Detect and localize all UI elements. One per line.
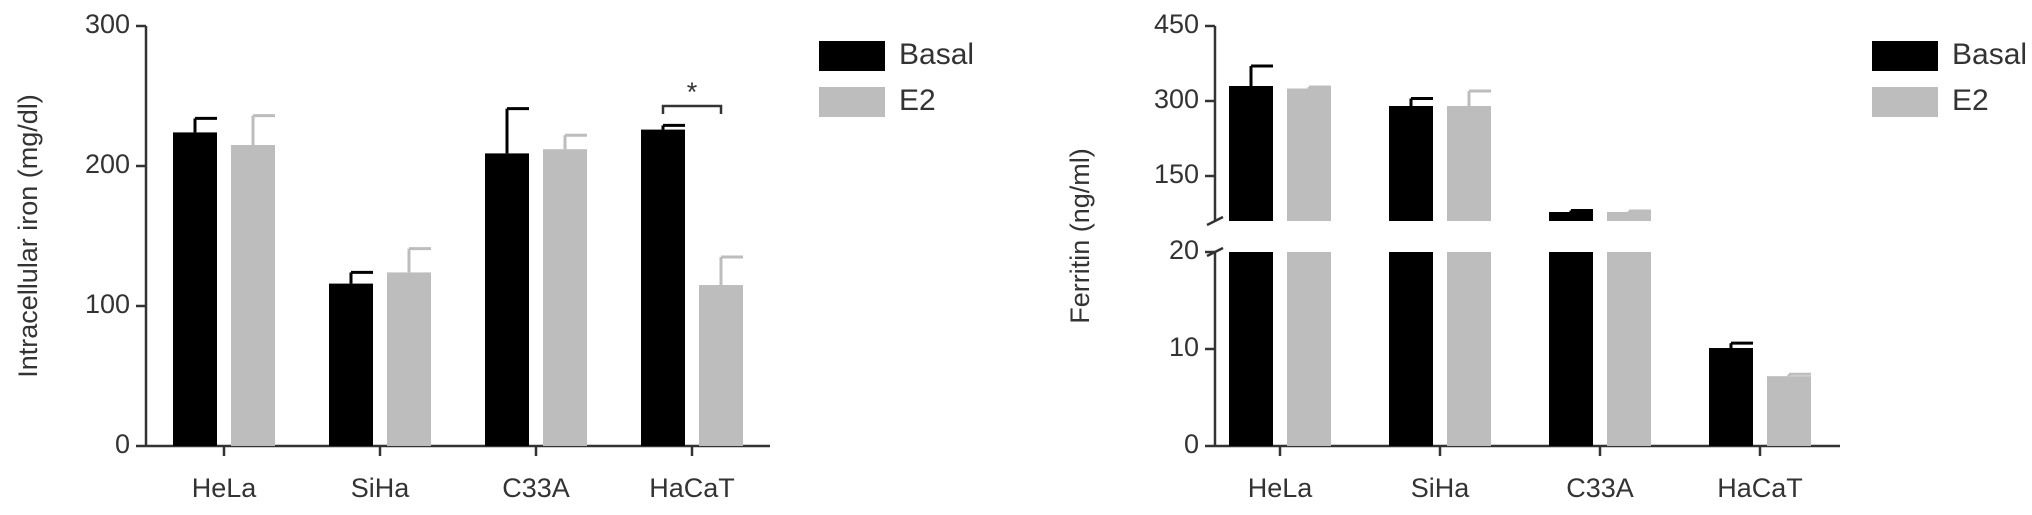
bar xyxy=(1607,212,1651,221)
y-tick-label: 450 xyxy=(1154,9,1199,39)
bar xyxy=(1229,252,1273,446)
bar xyxy=(1767,376,1811,446)
bar xyxy=(641,129,685,446)
bar xyxy=(1549,212,1593,221)
legend-swatch xyxy=(819,87,885,117)
bar xyxy=(329,283,373,446)
bar xyxy=(1389,106,1433,221)
bar xyxy=(1447,252,1491,446)
x-tick-label: C33A xyxy=(1566,473,1634,503)
bar xyxy=(231,145,275,446)
bar xyxy=(1287,88,1331,221)
bar xyxy=(1287,252,1331,446)
axis-break xyxy=(1206,215,1224,227)
legend-label: E2 xyxy=(899,84,936,117)
y-tick-label: 300 xyxy=(1154,84,1199,114)
y-tick-label: 200 xyxy=(85,149,130,179)
y-tick-label: 300 xyxy=(85,9,130,39)
y-axis-label: Ferritin (ng/ml) xyxy=(1065,148,1095,324)
legend-label: Basal xyxy=(899,38,974,71)
x-tick-label: HaCaT xyxy=(649,473,735,503)
x-tick-label: C33A xyxy=(502,473,570,503)
x-tick-label: HeLa xyxy=(1248,473,1314,503)
bar xyxy=(173,132,217,446)
bar xyxy=(1607,252,1651,446)
legend-swatch xyxy=(1872,87,1938,117)
y-tick-label: 10 xyxy=(1169,332,1199,362)
y-axis-label: Intracellular iron (mg/dl) xyxy=(13,94,43,378)
bar xyxy=(1389,252,1433,446)
legend-swatch xyxy=(819,41,885,71)
legend-swatch xyxy=(1872,41,1938,71)
bar xyxy=(1229,86,1273,221)
bar xyxy=(387,272,431,446)
legend-label: Basal xyxy=(1952,38,2027,71)
significance-bracket xyxy=(661,104,723,114)
y-tick-label: 0 xyxy=(115,429,130,459)
x-tick-label: SiHa xyxy=(351,473,411,503)
bar xyxy=(1447,106,1491,221)
y-tick-label: 100 xyxy=(85,289,130,319)
legend-label: E2 xyxy=(1952,84,1989,117)
bar xyxy=(1709,348,1753,446)
y-tick-label: 20 xyxy=(1169,235,1199,265)
bar xyxy=(485,153,529,446)
x-tick-label: HaCaT xyxy=(1717,473,1803,503)
axis-break xyxy=(1206,246,1224,258)
y-tick-label: 0 xyxy=(1184,429,1199,459)
x-tick-label: SiHa xyxy=(1411,473,1471,503)
x-tick-label: HeLa xyxy=(192,473,258,503)
bar xyxy=(1549,252,1593,446)
bar xyxy=(699,285,743,446)
y-tick-label: 150 xyxy=(1154,159,1199,189)
bar xyxy=(543,149,587,446)
significance-label: * xyxy=(687,77,698,107)
